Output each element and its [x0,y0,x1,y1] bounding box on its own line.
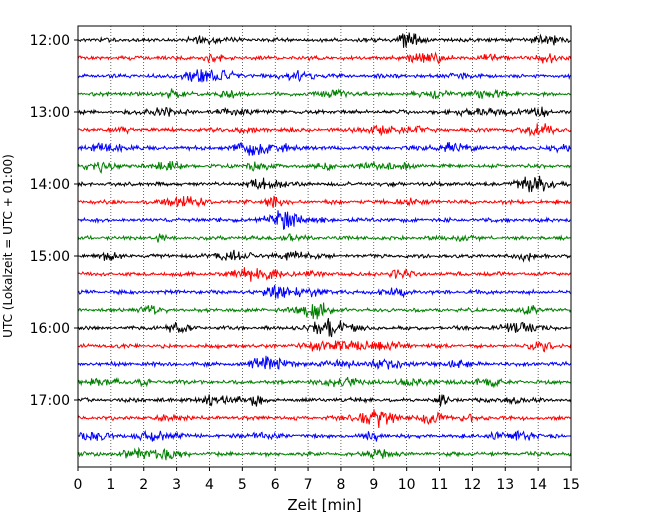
y-tick-label: 13:00 [30,105,70,121]
x-tick-label: 12 [463,477,481,493]
trace-1400 [77,175,571,193]
x-axis-label: Zeit [min] [287,496,361,514]
y-tick-label: 14:00 [30,177,70,193]
x-tick-label: 5 [238,477,247,493]
x-tick-label: 14 [529,477,547,493]
x-tick-label: 6 [271,477,280,493]
trace-1630 [77,355,572,370]
trace-1200 [77,32,571,48]
trace-1445 [77,233,571,243]
trace-1345 [77,160,571,174]
trace-1700 [77,394,572,407]
x-tick-label: 10 [398,477,416,493]
y-tick-label: 16:00 [30,321,70,337]
x-tick-label: 1 [106,477,115,493]
y-axis-label: UTC (Lokalzeit = UTC + 01:00) [1,154,15,338]
trace-1615 [77,340,572,353]
trace-layer [77,32,572,461]
trace-1600 [77,317,572,338]
trace-1300 [77,106,572,118]
trace-1515 [77,267,572,282]
trace-1215 [77,51,572,65]
x-tick-label: 3 [172,477,181,493]
y-tick-label: 12:00 [30,33,70,49]
trace-1745 [77,446,572,461]
x-tick-label: 4 [205,477,214,493]
x-tick-label: 11 [431,477,449,493]
x-tick-label: 2 [139,477,148,493]
x-tick-label: 0 [74,477,83,493]
trace-1245 [77,88,572,100]
trace-1530 [77,285,572,299]
trace-1415 [77,195,571,208]
trace-1730 [77,429,572,442]
y-tick-label: 17:00 [30,393,70,409]
trace-1715 [77,409,572,429]
trace-1330 [77,141,572,156]
x-tick-label: 7 [304,477,313,493]
trace-1230 [77,69,572,83]
trace-1545 [77,302,572,320]
x-tick-label: 15 [562,477,580,493]
x-tick-label: 9 [369,477,378,493]
x-axis: 0 1 2 3 4 5 6 7 8 9 10 11 12 13 14 15 [74,467,580,493]
trace-1645 [77,376,572,389]
plot-frame [77,25,572,468]
y-axis: 12:00 13:00 14:00 15:00 16:00 17:00 [30,33,78,409]
x-tick-label: 8 [336,477,345,493]
x-tick-label: 13 [496,477,514,493]
trace-1430 [77,210,571,231]
trace-1500 [77,249,572,263]
trace-1315 [77,123,572,137]
y-tick-label: 15:00 [30,249,70,265]
